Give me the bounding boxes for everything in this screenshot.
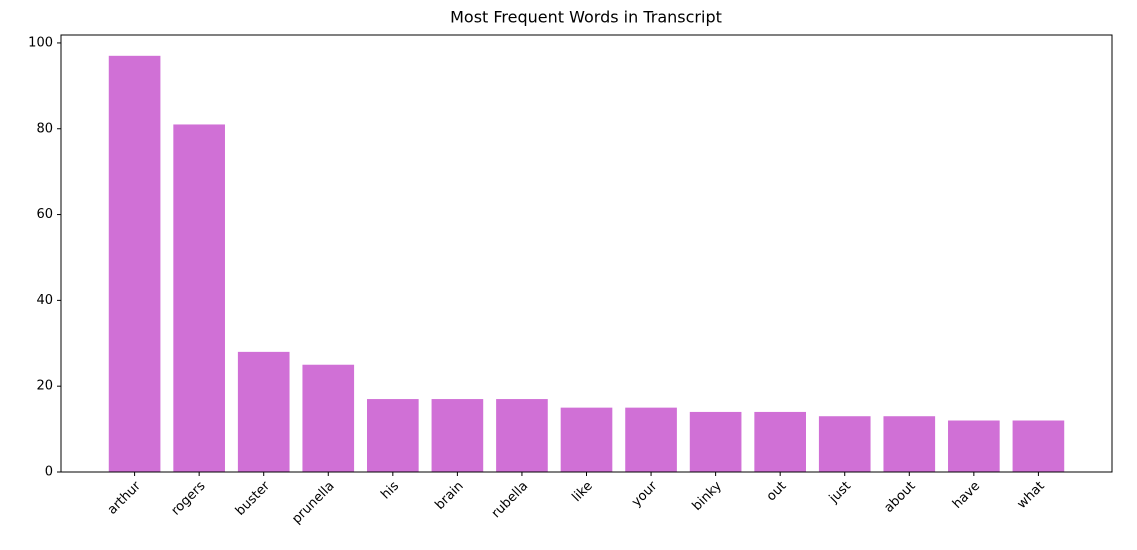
bar: [173, 124, 225, 472]
bar: [754, 411, 806, 472]
y-tick-label: 80: [36, 121, 53, 136]
bar: [625, 407, 677, 472]
bar: [818, 416, 871, 472]
y-tick-label: 100: [28, 35, 53, 50]
bar: [302, 364, 355, 472]
bar: [689, 411, 742, 472]
x-tick-label: binky: [690, 478, 725, 513]
bar: [108, 55, 161, 473]
x-tick-label: about: [881, 479, 918, 516]
x-tick-label: prunella: [289, 479, 337, 527]
chart-title: Most Frequent Words in Transcript: [450, 8, 722, 27]
x-tick-label: arthur: [105, 478, 145, 518]
x-tick-label: rogers: [169, 479, 209, 519]
x-tick-label: his: [378, 479, 402, 503]
y-tick-label: 40: [36, 293, 53, 308]
bar: [948, 420, 1000, 472]
x-tick-label: brain: [432, 479, 466, 513]
x-tick-label: buster: [233, 478, 274, 519]
y-tick-label: 0: [45, 465, 53, 480]
x-tick-label: what: [1015, 479, 1048, 512]
bar: [883, 416, 936, 472]
x-tick-label: like: [569, 479, 595, 505]
bar: [431, 399, 484, 472]
bar: [237, 351, 290, 472]
bar: [496, 399, 548, 472]
x-tick-label: have: [950, 479, 983, 512]
y-tick-label: 60: [36, 207, 53, 222]
x-tick-label: just: [826, 479, 854, 507]
x-tick-label: rubella: [489, 479, 531, 521]
plot-frame: [60, 34, 1113, 473]
x-tick-label: your: [629, 478, 661, 510]
bar: [560, 407, 613, 472]
y-tick-label: 20: [36, 379, 53, 394]
x-tick-label: out: [764, 479, 790, 505]
bar: [367, 399, 419, 472]
bar: [1012, 420, 1065, 472]
